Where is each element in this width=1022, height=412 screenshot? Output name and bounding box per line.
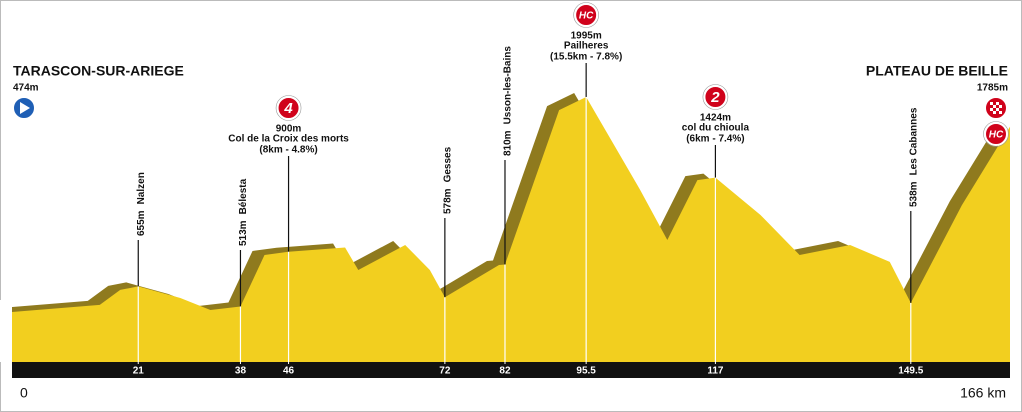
checker bbox=[990, 102, 993, 105]
climb-category: 4 bbox=[283, 100, 293, 117]
climb-category-bg bbox=[703, 85, 728, 109]
place-label: 655m Nalzen bbox=[136, 172, 147, 236]
place-label: 513m Bélesta bbox=[238, 178, 249, 246]
place-altitude: 655m bbox=[136, 210, 147, 236]
climb-altitude: 1995m bbox=[571, 31, 602, 42]
place-name: Gesses bbox=[443, 146, 454, 182]
profile-area bbox=[12, 96, 1010, 362]
climb-name: col du chioula bbox=[682, 123, 750, 134]
checker bbox=[993, 105, 996, 108]
checker bbox=[999, 111, 1002, 114]
x-tick-label: 117 bbox=[707, 366, 724, 377]
start-name: TARASCON-SUR-ARIEGE bbox=[13, 63, 184, 79]
climb-category: 2 bbox=[710, 89, 720, 106]
finish-category-bg bbox=[984, 122, 1008, 146]
finish-name: PLATEAU DE BEILLE bbox=[866, 63, 1008, 79]
place-altitude: 538m bbox=[908, 181, 919, 207]
place-name: Bélesta bbox=[238, 178, 249, 214]
x-tick-label: 21 bbox=[133, 366, 145, 377]
x-tick-label: 38 bbox=[235, 366, 247, 377]
checker bbox=[993, 111, 996, 114]
climb-details: (6km - 7.4%) bbox=[686, 134, 744, 145]
place-altitude: 513m bbox=[238, 220, 249, 246]
place-altitude: 578m bbox=[443, 188, 454, 214]
x-tick-label: 0 bbox=[20, 385, 28, 401]
x-tick-label: 46 bbox=[283, 366, 295, 377]
place-label: 810m Usson-les-Bains bbox=[503, 46, 514, 156]
place-name: Usson-les-Bains bbox=[503, 46, 514, 125]
climb-category: HC bbox=[579, 11, 594, 22]
shadow-mask bbox=[0, 300, 12, 362]
climb-name: Pailheres bbox=[564, 41, 609, 52]
x-tick-label: 82 bbox=[499, 366, 511, 377]
finish-altitude: 1785m bbox=[977, 83, 1008, 94]
checker bbox=[990, 108, 993, 111]
checker bbox=[999, 105, 1002, 108]
climb-details: (8km - 4.8%) bbox=[259, 145, 317, 156]
finish-category: HC bbox=[989, 130, 1004, 141]
place-altitude: 810m bbox=[503, 130, 514, 156]
start-altitude: 474m bbox=[13, 83, 39, 94]
place-name: Les Cabannes bbox=[908, 107, 919, 175]
climb-category-ring bbox=[573, 2, 599, 28]
climb-altitude: 900m bbox=[276, 124, 302, 135]
checker bbox=[996, 108, 999, 111]
km-bar-cover bbox=[12, 362, 1010, 378]
x-tick-label: 166 km bbox=[960, 385, 1006, 401]
checker bbox=[996, 102, 999, 105]
climb-details: (15.5km - 7.8%) bbox=[550, 52, 622, 63]
climb-category-bg bbox=[276, 96, 301, 120]
place-label: 538m Les Cabannes bbox=[908, 107, 919, 207]
climb-category-ring bbox=[275, 95, 302, 121]
climb-category-bg bbox=[574, 3, 599, 27]
place-name: Nalzen bbox=[136, 172, 147, 204]
start-arrow bbox=[20, 102, 30, 114]
x-tick-label: 95.5 bbox=[576, 366, 596, 377]
x-tick-label: 72 bbox=[439, 366, 451, 377]
climb-category-ring bbox=[702, 84, 729, 110]
finish-category-ring bbox=[983, 121, 1009, 147]
climb-name: Col de la Croix des morts bbox=[228, 134, 349, 145]
x-tick-label: 149.5 bbox=[898, 366, 923, 377]
climb-altitude: 1424m bbox=[700, 113, 731, 124]
place-label: 578m Gesses bbox=[443, 146, 454, 214]
